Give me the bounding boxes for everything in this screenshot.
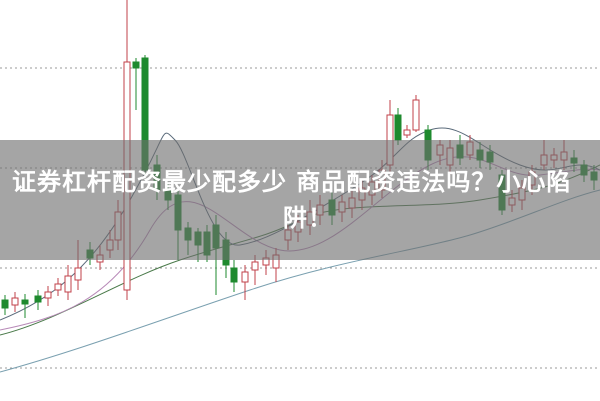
candle-body <box>412 99 420 131</box>
headline: 证券杠杆配资最少配多少 商品配资违法吗？小心陷 阱！ <box>12 164 600 236</box>
headline-line1: 证券杠杆配资最少配多少 商品配资违法吗？小心陷 <box>12 168 572 196</box>
headline-line2: 阱！ <box>283 204 333 232</box>
candle-body <box>44 291 52 299</box>
candle-body <box>394 114 402 141</box>
candle-body <box>34 295 42 303</box>
candle-body <box>132 61 140 69</box>
candle-body <box>21 299 29 305</box>
candle-body <box>1 299 9 309</box>
candle-body <box>74 267 82 281</box>
candle-body <box>230 267 238 283</box>
candle-body <box>11 297 19 306</box>
candle-body <box>251 261 259 271</box>
candle-body <box>403 129 411 136</box>
candle-body <box>54 283 62 291</box>
candle-body <box>64 275 72 293</box>
candle-body <box>241 271 249 283</box>
headline-band <box>0 140 600 260</box>
